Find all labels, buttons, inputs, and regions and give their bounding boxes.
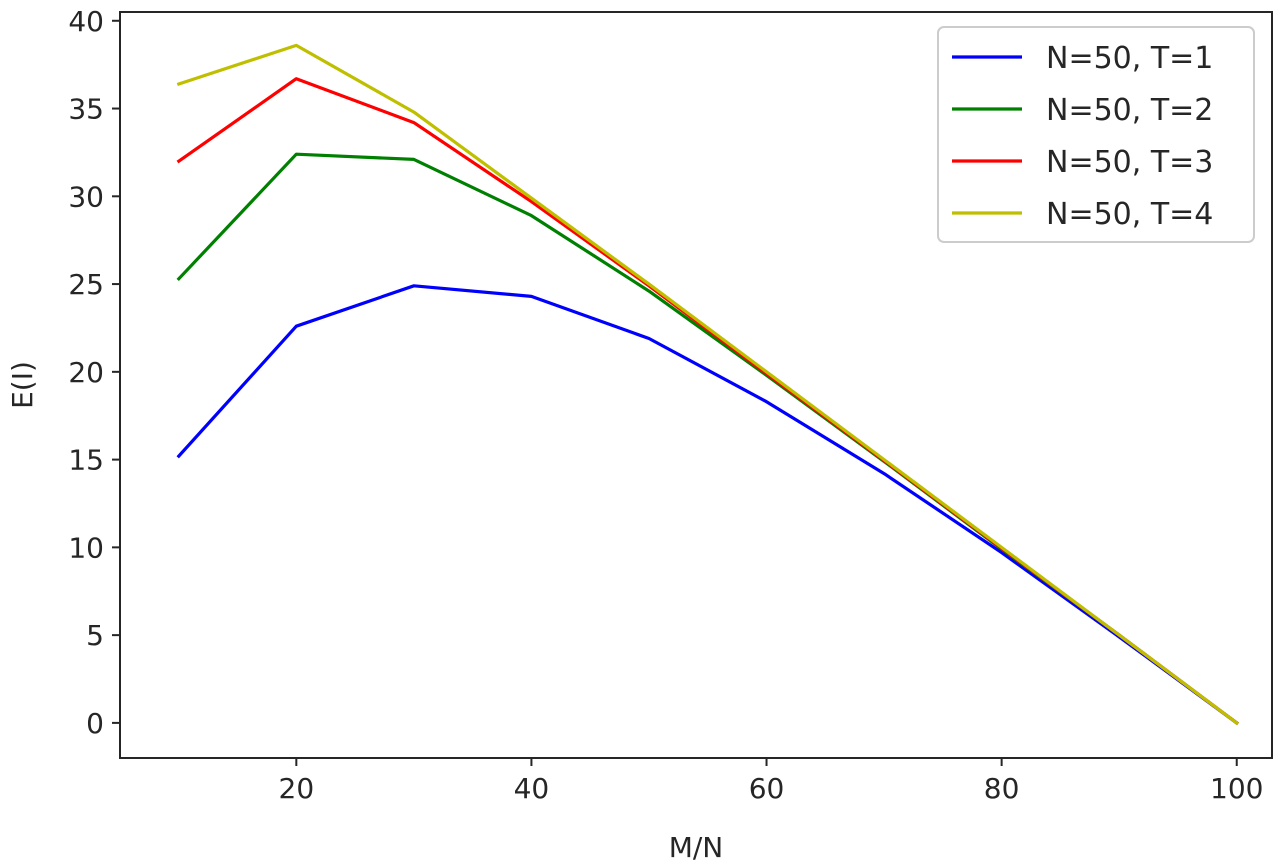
y-tick-label: 35 xyxy=(68,93,104,126)
y-tick-label: 30 xyxy=(68,180,104,213)
legend-label-2: N=50, T=2 xyxy=(1046,93,1213,128)
y-tick-label: 10 xyxy=(68,531,104,564)
x-tick-label: 100 xyxy=(1210,772,1263,805)
y-axis-label: E(I) xyxy=(6,361,39,409)
y-tick-label: 40 xyxy=(68,5,104,38)
y-tick-label: 0 xyxy=(86,707,104,740)
y-tick-label: 5 xyxy=(86,619,104,652)
y-tick-label: 20 xyxy=(68,356,104,389)
legend-box xyxy=(937,26,1255,243)
x-tick-label: 40 xyxy=(514,772,550,805)
x-axis-label: M/N xyxy=(669,831,724,864)
x-tick-label: 60 xyxy=(749,772,785,805)
legend-label-3: N=50, T=3 xyxy=(1046,145,1213,180)
x-tick-label: 80 xyxy=(984,772,1020,805)
legend-label-4: N=50, T=4 xyxy=(1046,197,1213,232)
plot-area-frame xyxy=(119,11,1273,759)
x-tick-label: 20 xyxy=(279,772,315,805)
series-line-4 xyxy=(176,43,1239,726)
legend-label-1: N=50, T=1 xyxy=(1046,41,1213,76)
series-line-1 xyxy=(176,284,1239,726)
legend: N=50, T=1 N=50, T=2 N=50, T=3 N=50, T=4 xyxy=(937,26,1255,243)
y-tick-label: 25 xyxy=(68,268,104,301)
series-lines xyxy=(176,43,1239,726)
x-axis: 20 40 60 80 100 xyxy=(279,758,1263,805)
y-tick-label: 15 xyxy=(68,444,104,477)
y-axis: 0 5 10 15 20 25 30 35 40 xyxy=(68,5,120,740)
